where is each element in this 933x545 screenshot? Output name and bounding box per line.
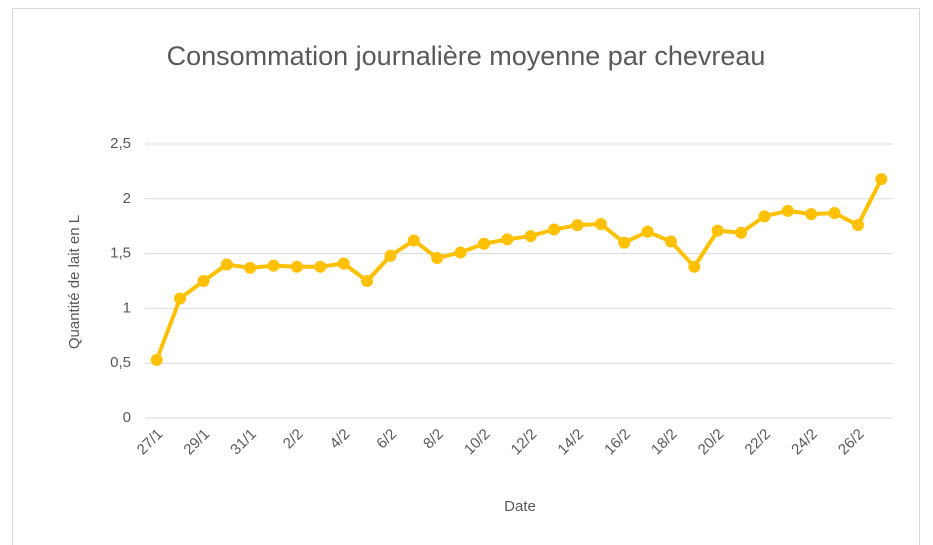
marker [735,226,748,239]
x-tick-label: 24/2 [788,426,821,459]
marker [407,234,420,247]
marker [548,223,561,236]
marker [454,246,467,259]
marker [875,173,888,186]
marker [267,259,280,272]
marker [571,219,584,232]
x-tick-label: 29/1 [180,426,213,459]
marker [384,249,397,262]
marker [851,219,864,232]
line [154,178,884,361]
marker [711,224,724,237]
marker [664,235,677,248]
marker [197,275,210,287]
y-tick-label: 1,5 [110,245,131,262]
marker [361,275,374,287]
marker [477,237,490,250]
marker [431,251,444,264]
marker [314,260,327,273]
x-tick-label: 22/2 [741,426,774,459]
marker [290,260,303,273]
marker [641,225,654,238]
chart-title: Consommation journalière moyenne par che… [166,41,766,71]
y-tick-label: 0,5 [110,354,131,371]
x-tick-label: 14/2 [554,426,587,459]
marker [688,260,701,273]
chart-frame [12,8,920,545]
x-tick-label: 2/2 [280,426,307,453]
marker [594,218,607,231]
marker [501,233,514,246]
x-tick-label: 26/2 [835,426,868,459]
marker [174,292,187,305]
y-axis-label: Quantité de lait en L [66,215,83,349]
x-tick-label: 27/1 [134,426,167,459]
y-tick-label: 0 [123,409,131,426]
marker [618,236,631,249]
marker [828,207,841,220]
marker [244,261,257,274]
x-tick-label: 31/1 [227,426,260,459]
x-tick-label: 6/2 [373,426,400,453]
x-tick-label: 10/2 [461,426,494,459]
marker [805,208,818,221]
marker [337,257,350,270]
y-tick-label: 2,5 [110,135,131,152]
y-tick-label: 1 [123,299,131,316]
x-axis-label: Date [504,498,536,515]
marker [150,353,163,366]
marker [781,204,794,217]
marker [524,230,537,243]
y-tick-label: 2 [123,190,131,207]
x-tick-label: 12/2 [508,426,541,459]
marker [758,210,771,223]
x-tick-label: 16/2 [601,426,634,459]
x-tick-label: 20/2 [695,426,728,459]
x-tick-label: 8/2 [420,426,447,453]
x-tick-label: 4/2 [327,426,354,453]
x-tick-label: 18/2 [648,426,681,459]
marker [220,258,233,271]
